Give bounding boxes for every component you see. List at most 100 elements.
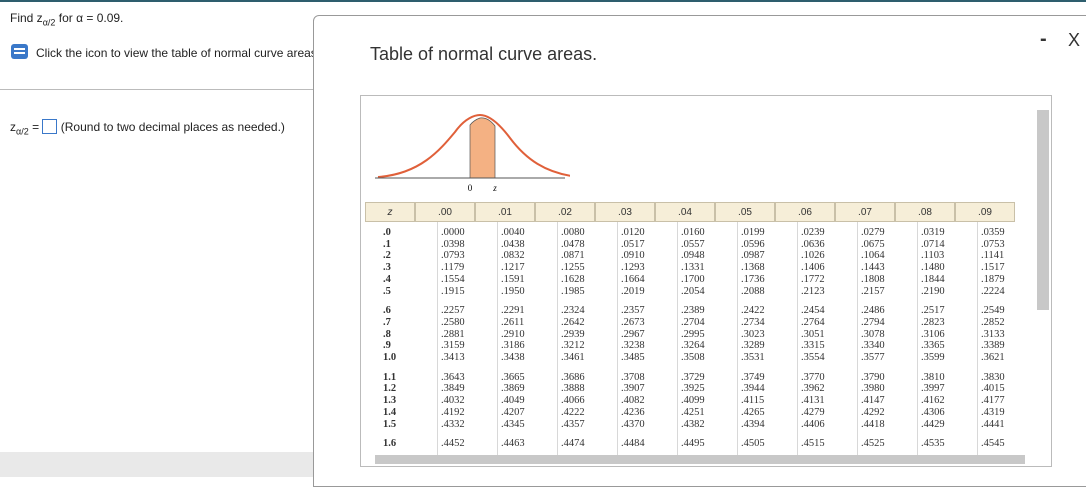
area-cell: .3962 — [801, 383, 825, 395]
area-cell: .0000 — [441, 227, 465, 238]
horizontal-scrollbar[interactable] — [375, 455, 1025, 464]
area-cell: .0596 — [741, 238, 765, 250]
area-cell: .4032 — [441, 395, 465, 407]
area-cell: .4265 — [741, 406, 765, 418]
area-cell: .3830 — [981, 371, 1005, 383]
area-cell: .3051 — [801, 328, 825, 340]
area-cell: .3340 — [861, 340, 885, 352]
area-cell: .1808 — [861, 273, 885, 285]
area-cell: .0478 — [561, 238, 585, 250]
area-cell: .2881 — [441, 328, 465, 340]
area-cell: .4495 — [681, 438, 705, 450]
area-cell: .1064 — [861, 250, 885, 262]
area-cell: .3729 — [681, 371, 705, 383]
z-cell: 1.6 — [383, 438, 397, 450]
area-cell: .1591 — [501, 273, 525, 285]
column-line — [677, 222, 678, 455]
area-cell: .0675 — [861, 238, 885, 250]
area-cell: .0160 — [681, 227, 705, 238]
z-cell: 1.0 — [383, 352, 397, 363]
curve — [377, 113, 570, 178]
area-cell: .3023 — [741, 328, 765, 340]
area-cell: .2324 — [561, 305, 585, 317]
area-cell: .1026 — [801, 250, 825, 262]
area-cell: .4192 — [441, 406, 465, 418]
area-cell: .3186 — [501, 340, 525, 352]
area-cell: .4505 — [741, 438, 765, 450]
header-cell: .09 — [955, 202, 1015, 222]
area-cell: .3485 — [621, 352, 645, 363]
answer-prefix: z — [10, 120, 16, 134]
area-cell: .2517 — [921, 305, 945, 317]
area-cell: .3133 — [981, 328, 1005, 340]
area-cell: .2939 — [561, 328, 585, 340]
column-line — [857, 222, 858, 455]
column-line — [437, 222, 438, 455]
area-cell: .4306 — [921, 406, 945, 418]
area-cell: .3264 — [681, 340, 705, 352]
area-cell: .1772 — [801, 273, 825, 285]
area-cell: .0948 — [681, 250, 705, 262]
area-cell: .2611 — [501, 316, 525, 328]
area-cell: .0636 — [801, 238, 825, 250]
area-cell: .3944 — [741, 383, 765, 395]
area-cell: .3461 — [561, 352, 585, 363]
column-line — [977, 222, 978, 455]
area-cell: .4525 — [861, 438, 885, 450]
area-cell: .1628 — [561, 273, 585, 285]
origin-label: 0 — [468, 183, 473, 193]
area-cell: .3888 — [561, 383, 585, 395]
question-prefix: Find z — [10, 11, 43, 25]
area-cell: .4162 — [921, 395, 945, 407]
area-cell: .1217 — [501, 262, 525, 274]
question-subscript: α/2 — [42, 17, 56, 28]
z-cell: .2 — [383, 250, 391, 262]
header-cell: .03 — [595, 202, 655, 222]
header-cell: .04 — [655, 202, 715, 222]
hint[interactable]: Click the icon to view the table of norm… — [36, 46, 321, 60]
table-icon[interactable] — [11, 44, 28, 59]
z-label: z — [492, 183, 497, 193]
header-cell: .06 — [775, 202, 835, 222]
z-cell: .5 — [383, 285, 391, 297]
area-cell: .4049 — [501, 395, 525, 407]
area-cell: .0793 — [441, 250, 465, 262]
area-cell: .2088 — [741, 285, 765, 297]
area-cell: .0438 — [501, 238, 525, 250]
area-cell: .3577 — [861, 352, 885, 363]
area-cell: .1554 — [441, 273, 465, 285]
answer-input[interactable] — [42, 119, 58, 134]
area-cell: .1406 — [801, 262, 825, 274]
close-button[interactable]: X — [1068, 30, 1081, 50]
area-cell: .4236 — [621, 406, 645, 418]
dialog — [313, 15, 1086, 487]
shaded-area — [469, 117, 496, 179]
area-cell: .3925 — [681, 383, 705, 395]
area-cell: .1700 — [681, 273, 705, 285]
minimize-button[interactable]: - — [1040, 28, 1047, 50]
area-cell: .0714 — [921, 238, 945, 250]
area-cell: .1915 — [441, 285, 465, 297]
area-cell: .3508 — [681, 352, 705, 363]
area-cell: .3106 — [921, 328, 945, 340]
area-cell: .2389 — [681, 305, 705, 317]
area-cell: .3980 — [861, 383, 885, 395]
z-cell: 1.3 — [383, 395, 397, 407]
area-cell: .4394 — [741, 418, 765, 430]
top-border — [0, 0, 1086, 2]
divider — [0, 89, 313, 90]
vertical-scrollbar[interactable] — [1037, 110, 1049, 310]
area-cell: .3686 — [561, 371, 585, 383]
area-cell: .2794 — [861, 316, 885, 328]
z-cell: 1.4 — [383, 406, 397, 418]
area-cell: .0279 — [861, 227, 885, 238]
z-cell: .9 — [383, 340, 391, 352]
area-cell: .3849 — [441, 383, 465, 395]
area-cell: .4382 — [681, 418, 705, 430]
area-cell: .0080 — [561, 227, 585, 238]
footer-bar — [0, 452, 313, 477]
area-cell: .2054 — [681, 285, 705, 297]
area-cell: .3389 — [981, 340, 1005, 352]
z-cell: 1.2 — [383, 383, 397, 395]
